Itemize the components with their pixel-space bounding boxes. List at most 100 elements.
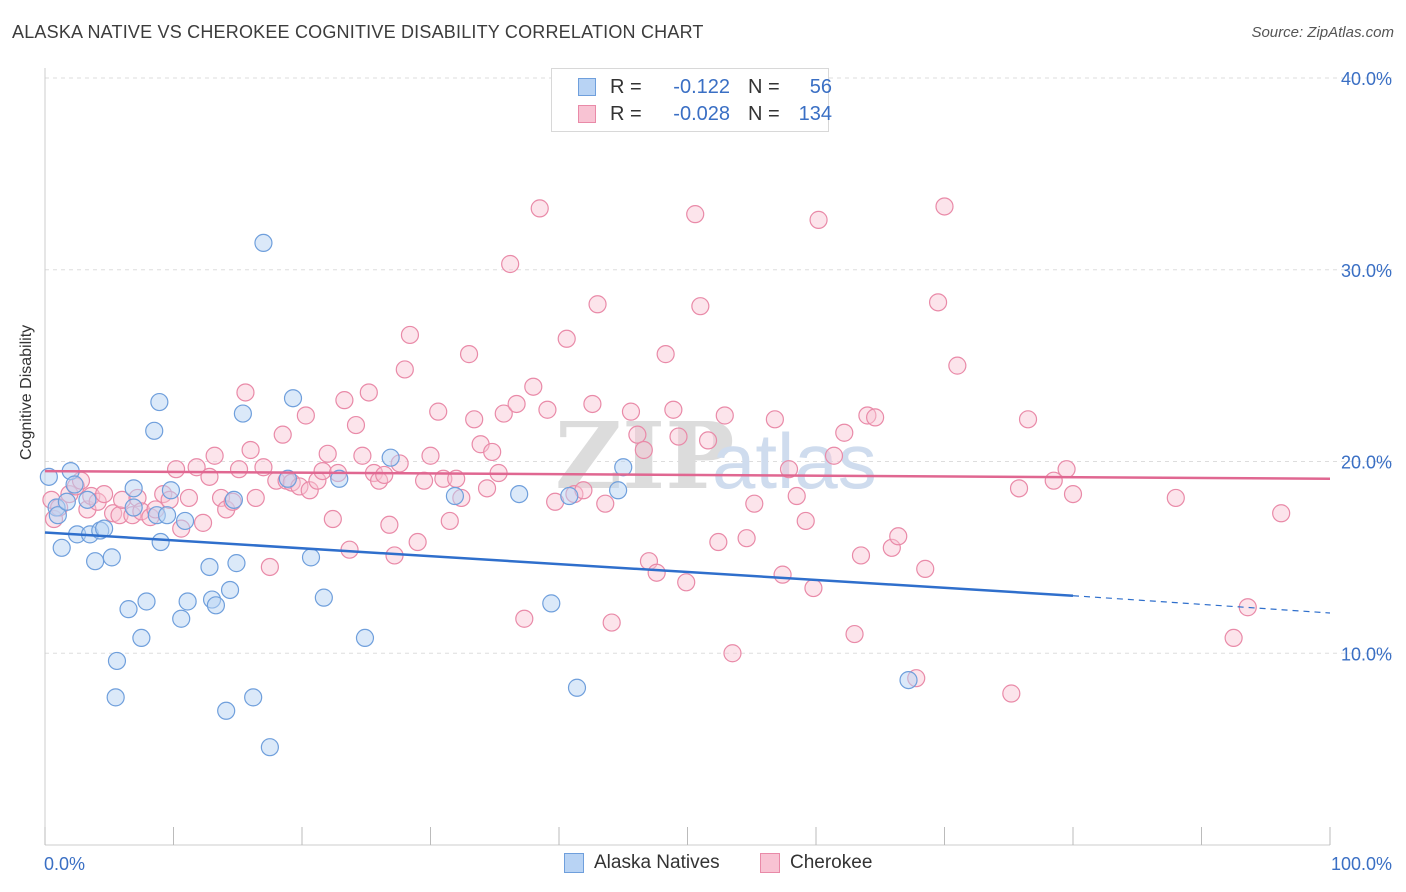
- alaska-natives-point: [614, 458, 633, 477]
- alaska-natives-point: [224, 490, 243, 509]
- y-tick-label: 30.0%: [1341, 261, 1392, 281]
- cherokee-legend-swatch: [760, 853, 780, 873]
- r-value: -0.028: [673, 102, 730, 125]
- alaska-natives-point: [301, 548, 321, 567]
- watermark-zip: ZIP: [555, 402, 734, 510]
- alaska-natives-point: [178, 592, 197, 611]
- cherokee-point: [715, 406, 734, 425]
- cherokee-point: [346, 415, 366, 435]
- cherokee-point: [236, 383, 255, 402]
- cherokee-point: [530, 199, 549, 218]
- cherokee-point: [647, 563, 666, 582]
- alaska-natives-point: [355, 628, 375, 648]
- alaska-natives-point: [567, 678, 587, 697]
- cherokee-point: [948, 356, 967, 375]
- alaska-natives-point: [217, 701, 236, 720]
- alaska-natives-point: [172, 609, 191, 628]
- cherokee-point: [686, 205, 705, 224]
- cherokee-point: [483, 442, 502, 462]
- alaska-natives-point: [560, 486, 579, 506]
- y-tick-label: 20.0%: [1341, 453, 1392, 473]
- cherokee-point: [429, 402, 448, 421]
- cherokee-point: [765, 410, 784, 429]
- cherokee-legend-label: Cherokee: [790, 852, 873, 873]
- r-label: R =: [610, 75, 642, 98]
- alaska-natives-trend-extension: [1072, 595, 1331, 614]
- alaska-natives-trend-line: [44, 531, 1074, 597]
- alaska-natives-point: [227, 554, 246, 573]
- y-tick-label: 40.0%: [1341, 69, 1392, 89]
- alaska-natives-point: [244, 688, 263, 707]
- legend-row-cherokee: R = -0.028 N = 134: [578, 102, 832, 126]
- alaska-natives-point: [330, 469, 349, 488]
- grid-lines: [45, 77, 1392, 654]
- r-value: -0.122: [673, 75, 730, 98]
- r-label: R =: [610, 102, 642, 125]
- cherokee-point: [866, 408, 885, 427]
- cherokee-swatch: [578, 105, 596, 123]
- cherokee-point: [95, 484, 114, 504]
- cherokee-point: [494, 404, 513, 423]
- alaska-natives-point: [233, 404, 252, 423]
- cherokee-point: [515, 609, 534, 628]
- cherokee-point: [110, 506, 129, 525]
- alaska-natives-point: [445, 486, 465, 506]
- cherokee-point: [421, 446, 440, 465]
- alaska-natives-point: [132, 628, 151, 648]
- axes: [44, 68, 1331, 846]
- cherokee-point: [246, 488, 265, 508]
- cherokee-point: [1063, 484, 1083, 504]
- cherokee-point: [477, 479, 497, 498]
- alaska-natives-point: [278, 469, 297, 488]
- cherokee-point: [602, 613, 621, 632]
- cherokee-point: [459, 345, 479, 364]
- alaska-natives-point: [86, 552, 105, 571]
- chart-title: ALASKA NATIVE VS CHEROKEE COGNITIVE DISA…: [12, 22, 704, 42]
- correlation-legend: R = -0.122 N = 56 R = -0.028 N = 134: [551, 68, 832, 132]
- alaska-natives-point: [52, 538, 71, 557]
- cherokee-point: [524, 377, 543, 396]
- y-axis-label: Cognitive Disability: [18, 324, 35, 460]
- cherokee-point: [596, 494, 615, 513]
- cherokee-point: [804, 578, 823, 598]
- cherokee-point: [709, 532, 728, 552]
- cherokee-point: [193, 513, 213, 532]
- cherokee-point: [166, 460, 186, 479]
- cherokee-point: [229, 460, 249, 479]
- alaska-natives-point: [124, 479, 143, 498]
- cherokee-point: [796, 511, 815, 531]
- cherokee-point: [851, 546, 871, 565]
- n-label: N =: [748, 75, 780, 98]
- cherokee-point: [300, 481, 319, 500]
- cherokee-point: [1272, 504, 1291, 523]
- cherokee-point: [723, 644, 742, 663]
- cherokee-point: [1009, 479, 1029, 498]
- cherokee-point: [1166, 488, 1185, 508]
- alaska-natives-point: [260, 738, 279, 757]
- alaska-natives-point: [124, 498, 143, 517]
- cherokee-point: [677, 573, 696, 592]
- alaska-natives-point: [175, 511, 195, 531]
- cherokee-point: [104, 504, 123, 523]
- cherokee-point: [395, 360, 414, 379]
- cherokee-point: [809, 210, 828, 229]
- alaska-natives-point: [157, 506, 177, 525]
- cherokee-point: [205, 446, 224, 465]
- x-tick-label: 0.0%: [44, 854, 85, 874]
- alaska-natives-point: [48, 506, 67, 525]
- y-tick-labels: 10.0% 20.0% 30.0% 40.0%: [1341, 69, 1392, 664]
- alaska-natives-point: [542, 594, 561, 613]
- n-label: N =: [748, 102, 780, 125]
- alaska-natives-point: [39, 467, 58, 486]
- alaska-natives-point: [254, 233, 273, 253]
- cherokee-point: [664, 400, 683, 419]
- alaska-legend-swatch: [564, 853, 584, 873]
- alaska-natives-point: [65, 475, 84, 494]
- cherokee-point: [440, 511, 459, 531]
- cherokee-point: [414, 471, 434, 490]
- y-tick-label: 10.0%: [1341, 644, 1392, 664]
- cherokee-point: [380, 515, 399, 534]
- cherokee-point: [916, 559, 935, 578]
- trend-lines: [44, 469, 1331, 614]
- cherokee-point: [1224, 628, 1243, 648]
